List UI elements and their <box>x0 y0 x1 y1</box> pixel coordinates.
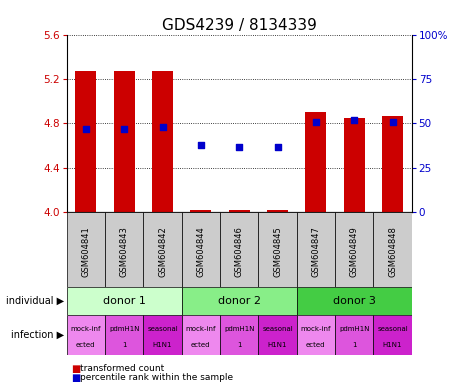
Bar <box>334 315 373 355</box>
Text: GSM604843: GSM604843 <box>119 226 129 277</box>
Text: GSM604848: GSM604848 <box>387 226 396 277</box>
Bar <box>381 116 402 212</box>
Text: GSM604847: GSM604847 <box>311 226 319 277</box>
Bar <box>143 315 181 355</box>
Bar <box>219 315 258 355</box>
Bar <box>258 212 296 287</box>
Text: ected: ected <box>190 342 210 348</box>
Point <box>120 126 128 132</box>
Text: mock-inf: mock-inf <box>300 326 330 332</box>
Point <box>350 117 357 123</box>
Text: seasonal: seasonal <box>147 326 178 332</box>
Text: transformed count: transformed count <box>80 364 164 373</box>
Text: mock-inf: mock-inf <box>185 326 216 332</box>
Bar <box>75 71 96 212</box>
Text: donor 2: donor 2 <box>217 296 260 306</box>
Bar <box>181 212 219 287</box>
Text: seasonal: seasonal <box>376 326 407 332</box>
Text: pdmH1N: pdmH1N <box>338 326 369 332</box>
Bar <box>143 212 181 287</box>
Point <box>158 124 166 130</box>
Point <box>273 144 280 150</box>
Text: GSM604844: GSM604844 <box>196 226 205 276</box>
Bar <box>343 118 364 212</box>
Point <box>82 126 90 132</box>
Text: H1N1: H1N1 <box>267 342 287 348</box>
Bar <box>67 315 105 355</box>
Bar <box>105 315 143 355</box>
Bar <box>296 212 334 287</box>
Text: ected: ected <box>76 342 95 348</box>
Text: seasonal: seasonal <box>262 326 292 332</box>
Bar <box>181 287 296 315</box>
Text: 1: 1 <box>236 342 241 348</box>
Text: mock-inf: mock-inf <box>71 326 101 332</box>
Point <box>312 119 319 125</box>
Text: individual ▶: individual ▶ <box>6 296 64 306</box>
Text: GSM604842: GSM604842 <box>158 226 167 276</box>
Text: GSM604841: GSM604841 <box>81 226 90 276</box>
Text: 1: 1 <box>122 342 126 348</box>
Text: ected: ected <box>305 342 325 348</box>
Bar <box>296 315 334 355</box>
Bar <box>305 113 326 212</box>
Text: donor 1: donor 1 <box>102 296 146 306</box>
Bar <box>258 315 296 355</box>
Bar <box>67 212 105 287</box>
Text: ■: ■ <box>71 364 80 374</box>
Bar <box>151 71 173 212</box>
Text: GSM604845: GSM604845 <box>273 226 281 276</box>
Bar <box>219 212 258 287</box>
Title: GDS4239 / 8134339: GDS4239 / 8134339 <box>162 18 316 33</box>
Text: H1N1: H1N1 <box>152 342 172 348</box>
Bar <box>181 315 219 355</box>
Text: ■: ■ <box>71 373 80 383</box>
Bar <box>266 210 287 212</box>
Text: pdmH1N: pdmH1N <box>224 326 254 332</box>
Point <box>235 144 242 150</box>
Text: percentile rank within the sample: percentile rank within the sample <box>80 373 233 382</box>
Text: 1: 1 <box>351 342 356 348</box>
Bar <box>373 315 411 355</box>
Point <box>197 142 204 148</box>
Text: pdmH1N: pdmH1N <box>109 326 139 332</box>
Bar <box>296 287 411 315</box>
Point <box>388 119 395 125</box>
Text: infection ▶: infection ▶ <box>11 330 64 340</box>
Bar <box>190 210 211 212</box>
Text: GSM604849: GSM604849 <box>349 226 358 276</box>
Text: GSM604846: GSM604846 <box>234 226 243 277</box>
Bar <box>67 287 181 315</box>
Bar <box>228 210 249 212</box>
Bar <box>373 212 411 287</box>
Bar <box>334 212 373 287</box>
Bar <box>113 71 134 212</box>
Text: H1N1: H1N1 <box>382 342 402 348</box>
Bar <box>105 212 143 287</box>
Text: donor 3: donor 3 <box>332 296 375 306</box>
